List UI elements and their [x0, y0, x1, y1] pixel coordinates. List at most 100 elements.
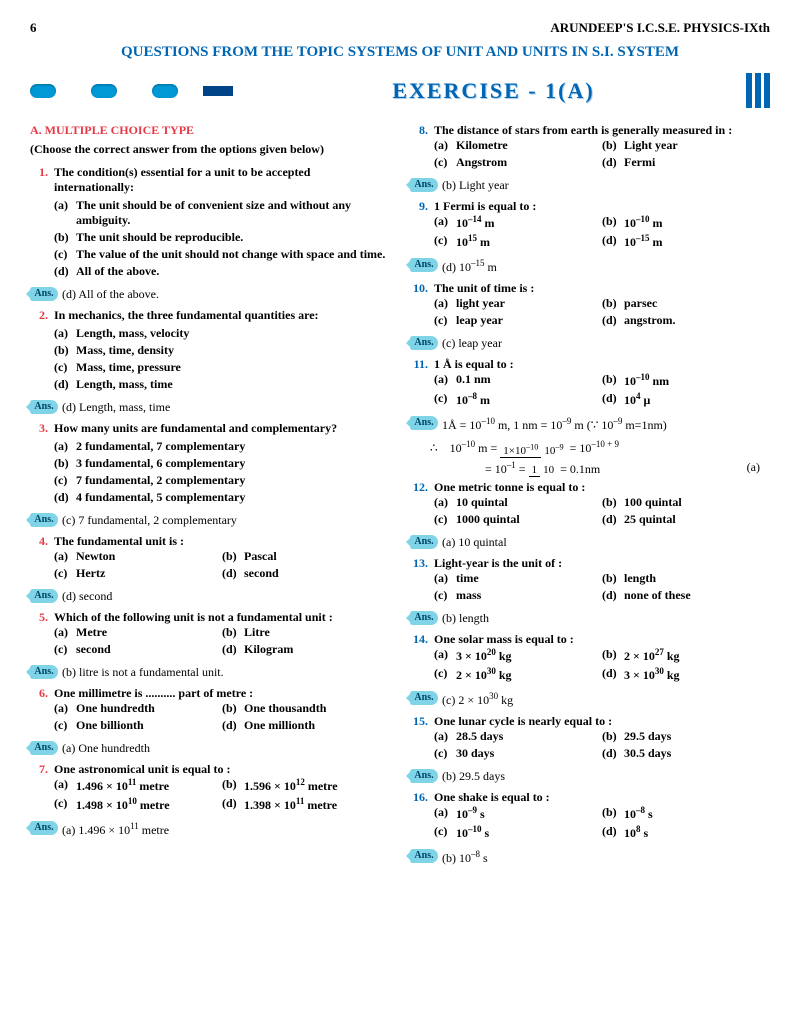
question-text: One astronomical unit is equal to : — [54, 762, 390, 777]
question-body: One solar mass is equal to :(a)3 × 1020 … — [434, 632, 770, 685]
option-label: (c) — [434, 155, 456, 170]
option: (b)The unit should be reproducible. — [54, 230, 390, 245]
option: (b)2 × 1027 kg — [602, 647, 770, 664]
answer-badge: Ans. — [30, 287, 58, 301]
option: (a)10–9 s — [434, 805, 602, 822]
option-text: angstrom. — [624, 313, 675, 328]
option-label: (c) — [434, 588, 456, 603]
option-label: (d) — [602, 666, 624, 683]
option: (b)3 fundamental, 6 complementary — [54, 456, 390, 471]
answer-row: Ans.(a) 1.496 × 1011 metre — [30, 821, 390, 838]
answer-badge: Ans. — [30, 821, 58, 835]
option: (b)Pascal — [222, 549, 390, 564]
answer-row: Ans.(a) One hundredth — [30, 741, 390, 756]
answer-badge: Ans. — [410, 691, 438, 705]
question-number: 9. — [410, 199, 434, 252]
question-text: Which of the following unit is not a fun… — [54, 610, 390, 625]
option-text: 30 days — [456, 746, 494, 761]
question-number: 15. — [410, 714, 434, 763]
option-text: 4 fundamental, 5 complementary — [76, 490, 245, 505]
option-label: (d) — [602, 155, 624, 170]
option: (d)3 × 1030 kg — [602, 666, 770, 683]
answer-badge: Ans. — [410, 178, 438, 192]
option: (c)leap year — [434, 313, 602, 328]
option-text: leap year — [456, 313, 503, 328]
option-text: 10–8 m — [456, 391, 490, 408]
question-number: 12. — [410, 480, 434, 529]
option-label: (c) — [434, 313, 456, 328]
option: (b)One thousandth — [222, 701, 390, 716]
option: (a)Kilometre — [434, 138, 602, 153]
option: (a)10–14 m — [434, 214, 602, 231]
option: (d)4 fundamental, 5 complementary — [54, 490, 390, 505]
question: 10.The unit of time is :(a)light year(b)… — [410, 281, 770, 330]
content-columns: A. MULTIPLE CHOICE TYPE (Choose the corr… — [30, 123, 770, 872]
math-line: ∴ 10–10 m = 1×10–1010–9 = 10–10 + 9 — [430, 439, 770, 457]
option: (c)mass — [434, 588, 602, 603]
question: 4.The fundamental unit is :(a)Newton(b)P… — [30, 534, 390, 583]
option-text: 25 quintal — [624, 512, 676, 527]
option-label: (b) — [602, 495, 624, 510]
option-label: (a) — [54, 777, 76, 794]
option: (c)Hertz — [54, 566, 222, 581]
answer-badge: Ans. — [410, 535, 438, 549]
question-number: 14. — [410, 632, 434, 685]
answer-badge: Ans. — [410, 336, 438, 350]
dash-icon — [203, 86, 233, 96]
option: (d)second — [222, 566, 390, 581]
option-text: second — [244, 566, 279, 581]
option: (a)Metre — [54, 625, 222, 640]
option-text: 3 fundamental, 6 complementary — [76, 456, 245, 471]
option-text: Newton — [76, 549, 115, 564]
question: 5.Which of the following unit is not a f… — [30, 610, 390, 659]
pill-icon — [30, 84, 56, 98]
option-label: (a) — [434, 138, 456, 153]
option-label: (b) — [54, 230, 76, 245]
option-text: 10–10 nm — [624, 372, 669, 389]
answer-badge: Ans. — [30, 513, 58, 527]
option-text: 0.1 nm — [456, 372, 491, 389]
option-label: (b) — [222, 701, 244, 716]
question-body: The unit of time is :(a)light year(b)par… — [434, 281, 770, 330]
question-text: One shake is equal to : — [434, 790, 770, 805]
option-text: 1.596 × 1012 metre — [244, 777, 338, 794]
option: (c)1015 m — [434, 233, 602, 250]
option-label: (c) — [54, 247, 76, 262]
option: (b)Light year — [602, 138, 770, 153]
option: (a)Newton — [54, 549, 222, 564]
option-text: Mass, time, pressure — [76, 360, 181, 375]
option: (c)One billionth — [54, 718, 222, 733]
answer-row: Ans.(b) 29.5 days — [410, 769, 770, 784]
option-label: (a) — [434, 805, 456, 822]
option-text: Kilogram — [244, 642, 293, 657]
option-grid: (a)time(b)length(c)mass(d)none of these — [434, 571, 770, 605]
book-title: ARUNDEEP'S I.C.S.E. PHYSICS-IXth — [550, 20, 770, 36]
question-body: One astronomical unit is equal to :(a) 1.… — [54, 762, 390, 815]
option: (a)10 quintal — [434, 495, 602, 510]
option-label: (b) — [602, 571, 624, 586]
option-label: (c) — [54, 360, 76, 375]
option-label: (d) — [54, 264, 76, 279]
option-grid: (a)One hundredth(b)One thousandth(c)One … — [54, 701, 390, 735]
answer-row: Ans.(b) length — [410, 611, 770, 626]
answer-row: Ans.(c) 7 fundamental, 2 complementary — [30, 513, 390, 528]
answer-row: Ans.(d) Length, mass, time — [30, 400, 390, 415]
question: 12.One metric tonne is equal to :(a)10 q… — [410, 480, 770, 529]
option-text: 2 × 1030 kg — [456, 666, 512, 683]
question: 8.The distance of stars from earth is ge… — [410, 123, 770, 172]
question: 2.In mechanics, the three fundamental qu… — [30, 308, 390, 394]
page-number: 6 — [30, 20, 37, 36]
option-label: (a) — [54, 625, 76, 640]
option-label: (a) — [54, 439, 76, 454]
option: (b)Mass, time, density — [54, 343, 390, 358]
option: (c)2 × 1030 kg — [434, 666, 602, 683]
option-text: 10–14 m — [456, 214, 495, 231]
question-number: 10. — [410, 281, 434, 330]
answer-text: (d) Length, mass, time — [62, 400, 390, 415]
option-text: length — [624, 571, 656, 586]
option: (d)angstrom. — [602, 313, 770, 328]
option: (c)30 days — [434, 746, 602, 761]
option: (c)The value of the unit should not chan… — [54, 247, 390, 262]
option: (d)30.5 days — [602, 746, 770, 761]
option-text: 10–9 s — [456, 805, 485, 822]
